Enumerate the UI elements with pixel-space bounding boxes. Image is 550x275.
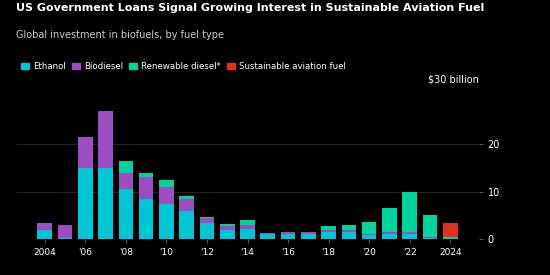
Bar <box>382 232 397 235</box>
Bar <box>159 204 174 239</box>
Bar <box>403 192 417 232</box>
Bar <box>362 233 376 235</box>
Bar <box>240 220 255 225</box>
Bar <box>261 235 275 239</box>
Bar <box>58 238 73 239</box>
Bar <box>342 230 356 232</box>
Bar <box>179 211 194 239</box>
Bar <box>422 237 437 238</box>
Bar <box>362 235 376 239</box>
Bar <box>119 172 133 189</box>
Bar <box>422 215 437 237</box>
Bar <box>37 222 52 230</box>
Bar <box>139 199 153 239</box>
Bar <box>98 111 113 168</box>
Bar <box>301 233 316 239</box>
Bar <box>200 217 215 218</box>
Bar <box>382 235 397 239</box>
Bar <box>382 208 397 232</box>
Bar <box>200 222 215 239</box>
Legend: Ethanol, Biodiesel, Renewable diesel*, Sustainable aviation fuel: Ethanol, Biodiesel, Renewable diesel*, S… <box>21 62 346 71</box>
Bar <box>78 168 92 239</box>
Bar <box>342 232 356 239</box>
Bar <box>78 137 92 168</box>
Bar <box>119 189 133 239</box>
Bar <box>159 187 174 204</box>
Text: $30 billion: $30 billion <box>428 75 478 85</box>
Bar <box>240 225 255 229</box>
Bar <box>261 233 275 235</box>
Bar <box>240 229 255 239</box>
Bar <box>119 161 133 172</box>
Bar <box>362 222 376 233</box>
Bar <box>342 226 356 230</box>
Bar <box>280 232 295 234</box>
Bar <box>301 232 316 233</box>
Bar <box>58 225 73 238</box>
Bar <box>443 237 458 239</box>
Bar <box>443 222 458 237</box>
Bar <box>280 234 295 239</box>
Bar <box>37 230 52 239</box>
Bar <box>200 218 215 222</box>
Bar <box>98 168 113 239</box>
Bar <box>220 230 234 239</box>
Bar <box>403 232 417 235</box>
Bar <box>159 180 174 187</box>
Bar <box>321 232 336 239</box>
Bar <box>220 224 234 226</box>
Bar <box>321 230 336 232</box>
Text: Global investment in biofuels, by fuel type: Global investment in biofuels, by fuel t… <box>16 30 224 40</box>
Bar <box>321 226 336 230</box>
Bar <box>403 235 417 239</box>
Bar <box>179 199 194 211</box>
Bar <box>139 174 153 177</box>
Bar <box>139 177 153 199</box>
Bar <box>422 238 437 239</box>
Bar <box>220 226 234 230</box>
Bar <box>179 196 194 199</box>
Text: US Government Loans Signal Growing Interest in Sustainable Aviation Fuel: US Government Loans Signal Growing Inter… <box>16 3 485 13</box>
